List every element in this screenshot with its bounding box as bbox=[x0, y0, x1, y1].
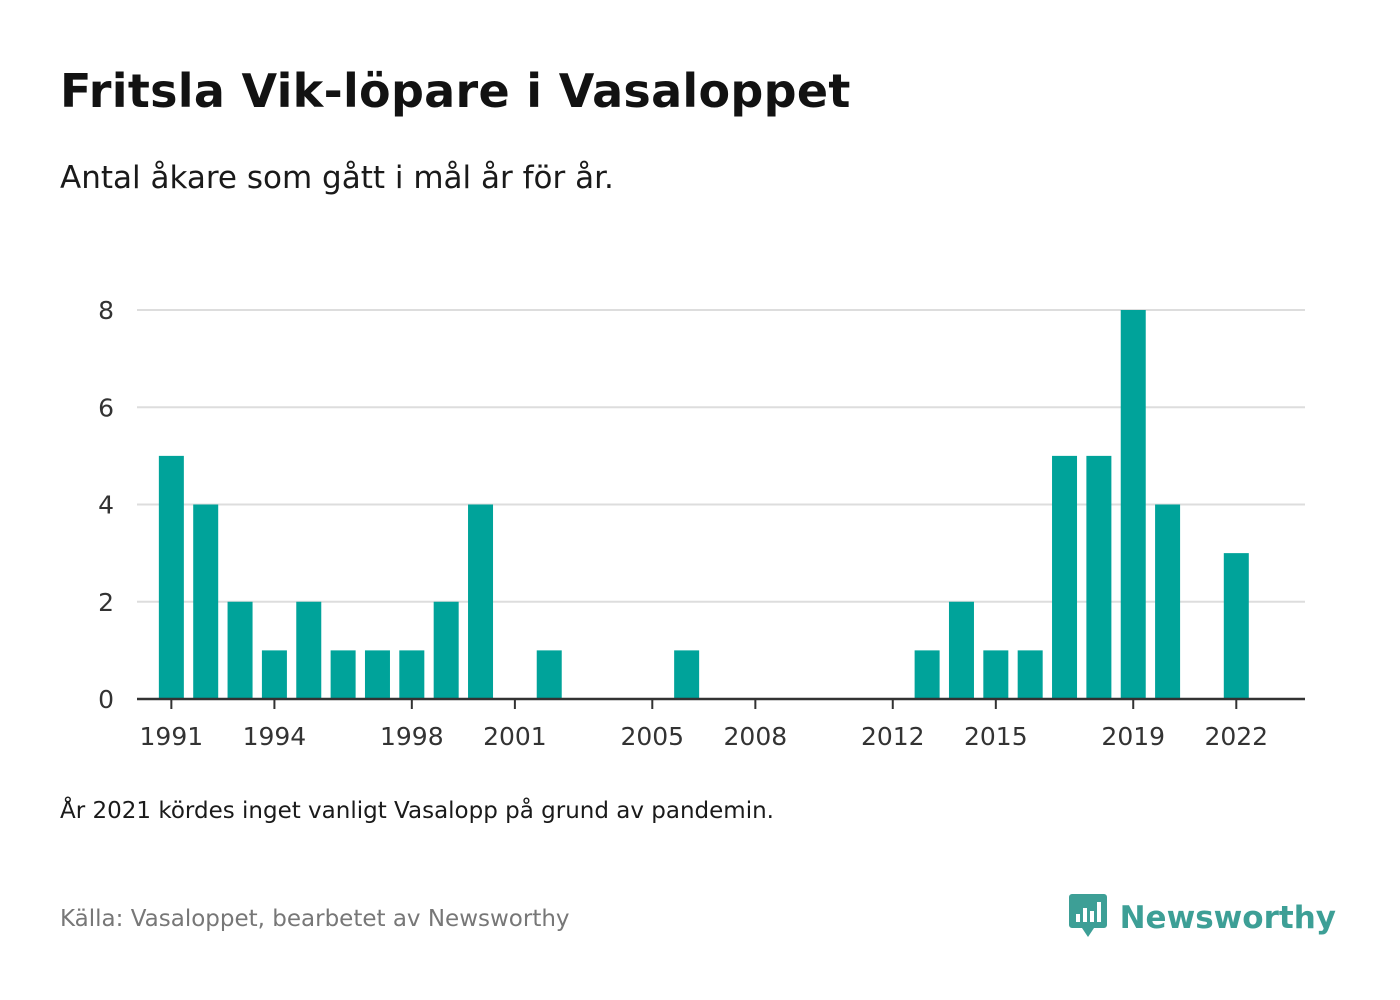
bars bbox=[158, 310, 1249, 699]
brand-name: Newsworthy bbox=[1119, 900, 1336, 936]
y-tick-label: 4 bbox=[98, 491, 114, 520]
bar-2018 bbox=[1086, 455, 1112, 699]
x-tick-label: 1998 bbox=[380, 722, 444, 751]
x-tick-label: 1994 bbox=[243, 722, 307, 751]
bar-2017 bbox=[1052, 455, 1078, 699]
chart-title: Fritsla Vik-löpare i Vasaloppet bbox=[60, 64, 851, 118]
x-tick-label: 2019 bbox=[1101, 722, 1165, 751]
bar-1992 bbox=[193, 504, 219, 699]
bar-1996 bbox=[330, 650, 356, 699]
x-tick-label: 2015 bbox=[964, 722, 1028, 751]
bar-1991 bbox=[158, 455, 184, 699]
y-tick-label: 0 bbox=[98, 685, 114, 714]
x-tick-label: 2012 bbox=[861, 722, 925, 751]
bar-2013 bbox=[914, 650, 940, 699]
x-tick-label: 2001 bbox=[483, 722, 547, 751]
chart-note: År 2021 kördes inget vanligt Vasalopp på… bbox=[60, 798, 774, 824]
bar-1997 bbox=[364, 650, 390, 699]
x-tick-label: 2022 bbox=[1204, 722, 1268, 751]
bar-1995 bbox=[296, 601, 322, 699]
newsworthy-logo-icon bbox=[1068, 892, 1108, 944]
bar-2014 bbox=[948, 601, 974, 699]
bar-1993 bbox=[227, 601, 253, 699]
bar-2016 bbox=[1017, 650, 1043, 699]
axes: 0 2 4 6 8 1991 1994 1998 2001 2005 2008 2012 2015 201… bbox=[98, 296, 1305, 751]
x-tick-label: 2005 bbox=[620, 722, 684, 751]
bar-2015 bbox=[983, 650, 1009, 699]
bar-2006 bbox=[674, 650, 700, 699]
bar-2020 bbox=[1155, 504, 1181, 699]
bar-2002 bbox=[536, 650, 562, 699]
y-tick-label: 8 bbox=[98, 296, 114, 325]
brand-logo: Newsworthy bbox=[1068, 892, 1336, 944]
bar-2022 bbox=[1223, 553, 1249, 699]
x-tick-label: 2008 bbox=[724, 722, 788, 751]
bar-2019 bbox=[1120, 310, 1146, 699]
bar-1994 bbox=[261, 650, 287, 699]
chart-subtitle: Antal åkare som gått i mål år för år. bbox=[60, 160, 614, 196]
bar-1998 bbox=[399, 650, 425, 699]
y-tick-label: 6 bbox=[98, 393, 114, 422]
y-tick-label: 2 bbox=[98, 588, 114, 617]
bar-1999 bbox=[433, 601, 459, 699]
source-text: Källa: Vasaloppet, bearbetet av Newswort… bbox=[60, 906, 570, 932]
bar-2000 bbox=[468, 504, 494, 699]
x-tick-label: 1991 bbox=[140, 722, 204, 751]
